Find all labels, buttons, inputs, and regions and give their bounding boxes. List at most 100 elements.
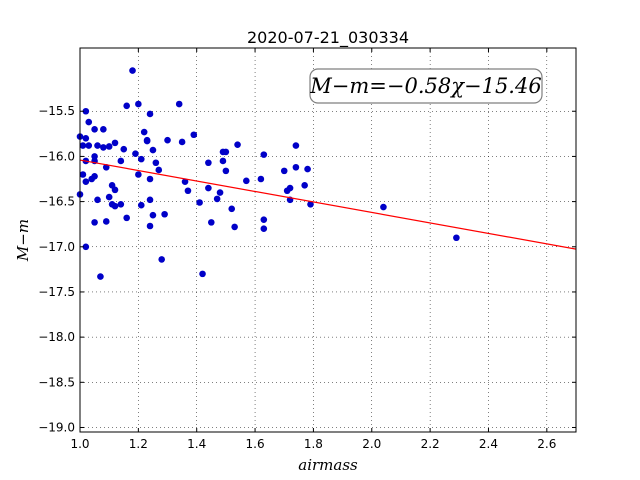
data-point (117, 201, 125, 208)
y-tick-label: −17.0 (38, 240, 75, 254)
data-point (79, 171, 87, 178)
y-tick-label: −16.5 (38, 195, 75, 209)
chart-title: 2020-07-21_030334 (247, 28, 409, 48)
y-tick-label: −19.0 (38, 420, 75, 434)
data-point (140, 128, 148, 136)
data-point (184, 187, 192, 195)
data-point (222, 148, 230, 156)
data-point (158, 256, 165, 263)
data-point (111, 139, 119, 147)
data-point (91, 153, 98, 160)
data-point (137, 201, 145, 209)
data-point (100, 144, 107, 151)
data-point (260, 151, 268, 158)
data-point (82, 107, 90, 115)
x-tick-label: 1.0 (70, 437, 89, 451)
data-point (243, 177, 250, 185)
data-point (155, 166, 163, 174)
x-tick-label: 2.0 (362, 437, 381, 451)
data-point (231, 223, 238, 231)
axes-frame (79, 47, 577, 433)
data-point (120, 145, 128, 153)
data-point (199, 270, 206, 278)
data-point (307, 201, 314, 208)
data-point (181, 178, 189, 186)
y-tick-label: −18.0 (38, 330, 75, 344)
data-point (228, 205, 236, 213)
x-tick-label: 2.2 (421, 437, 440, 451)
data-point (123, 214, 130, 222)
data-point (123, 102, 130, 110)
data-point (257, 175, 265, 183)
data-point (135, 171, 142, 178)
data-point (205, 159, 212, 167)
data-point (94, 196, 101, 204)
data-point (219, 157, 227, 165)
data-point (79, 142, 87, 149)
data-point (100, 126, 107, 133)
fit-line (79, 159, 577, 250)
annotation-text: M−m=−0.58χ−15.46 (309, 74, 541, 98)
annotation-box (309, 68, 543, 104)
data-point (146, 175, 154, 183)
data-point (453, 234, 460, 242)
grid (79, 48, 576, 432)
data-point (161, 210, 168, 218)
data-point (146, 196, 154, 204)
data-point (260, 216, 268, 223)
fit-line-group (79, 159, 577, 250)
data-point (143, 137, 151, 145)
plot-area: 1.0 1.2 1.4 1.6 1.8 2.0 2.2 2.4 2.6 −15.5 −16.0 −16… (38, 47, 577, 451)
data-point (94, 142, 101, 149)
data-point (82, 178, 90, 186)
data-point (91, 219, 98, 226)
data-point (105, 193, 113, 201)
axes-background (80, 48, 576, 432)
data-point (205, 184, 212, 192)
x-tick-label: 1.2 (129, 437, 148, 451)
fit-equation-annotation: M−m=−0.58χ−15.46 (309, 68, 543, 104)
data-point (286, 184, 294, 192)
ticks: 1.0 1.2 1.4 1.6 1.8 2.0 2.2 2.4 2.6 −15.5 −16.0 −16… (38, 48, 576, 451)
data-point (82, 243, 90, 251)
data-point (85, 118, 93, 126)
x-tick-label: 2.6 (537, 437, 556, 451)
y-tick-label: −18.5 (38, 375, 75, 389)
data-point (213, 195, 221, 203)
data-point (292, 163, 300, 171)
data-point (234, 141, 241, 148)
scatter-points (76, 67, 460, 280)
x-tick-label: 1.6 (246, 437, 265, 451)
x-tick-label: 1.8 (304, 437, 323, 451)
data-point (301, 182, 308, 189)
y-tick-label: −17.5 (38, 285, 75, 299)
data-point (216, 189, 224, 196)
data-point (380, 203, 387, 211)
y-axis-label: M−m (14, 219, 32, 262)
data-point (280, 167, 288, 175)
data-point (105, 143, 113, 150)
data-point (146, 110, 154, 118)
data-point (135, 100, 142, 108)
data-point (304, 165, 311, 173)
data-point (222, 167, 230, 175)
data-point (102, 218, 110, 225)
data-point (196, 199, 203, 206)
x-tick-label: 1.4 (187, 437, 206, 451)
x-tick-label: 2.4 (479, 437, 498, 451)
data-point (111, 186, 119, 194)
y-tick-label: −15.5 (38, 104, 75, 118)
data-point (207, 219, 215, 226)
data-point (111, 202, 119, 210)
data-point (260, 225, 268, 233)
data-point (91, 173, 98, 180)
data-point (91, 126, 98, 133)
data-point (146, 222, 154, 230)
data-point (164, 136, 171, 144)
y-tick-label: −16.0 (38, 149, 75, 163)
data-point (85, 142, 93, 149)
data-point (149, 146, 157, 154)
data-point (190, 131, 198, 139)
data-point (117, 157, 125, 165)
